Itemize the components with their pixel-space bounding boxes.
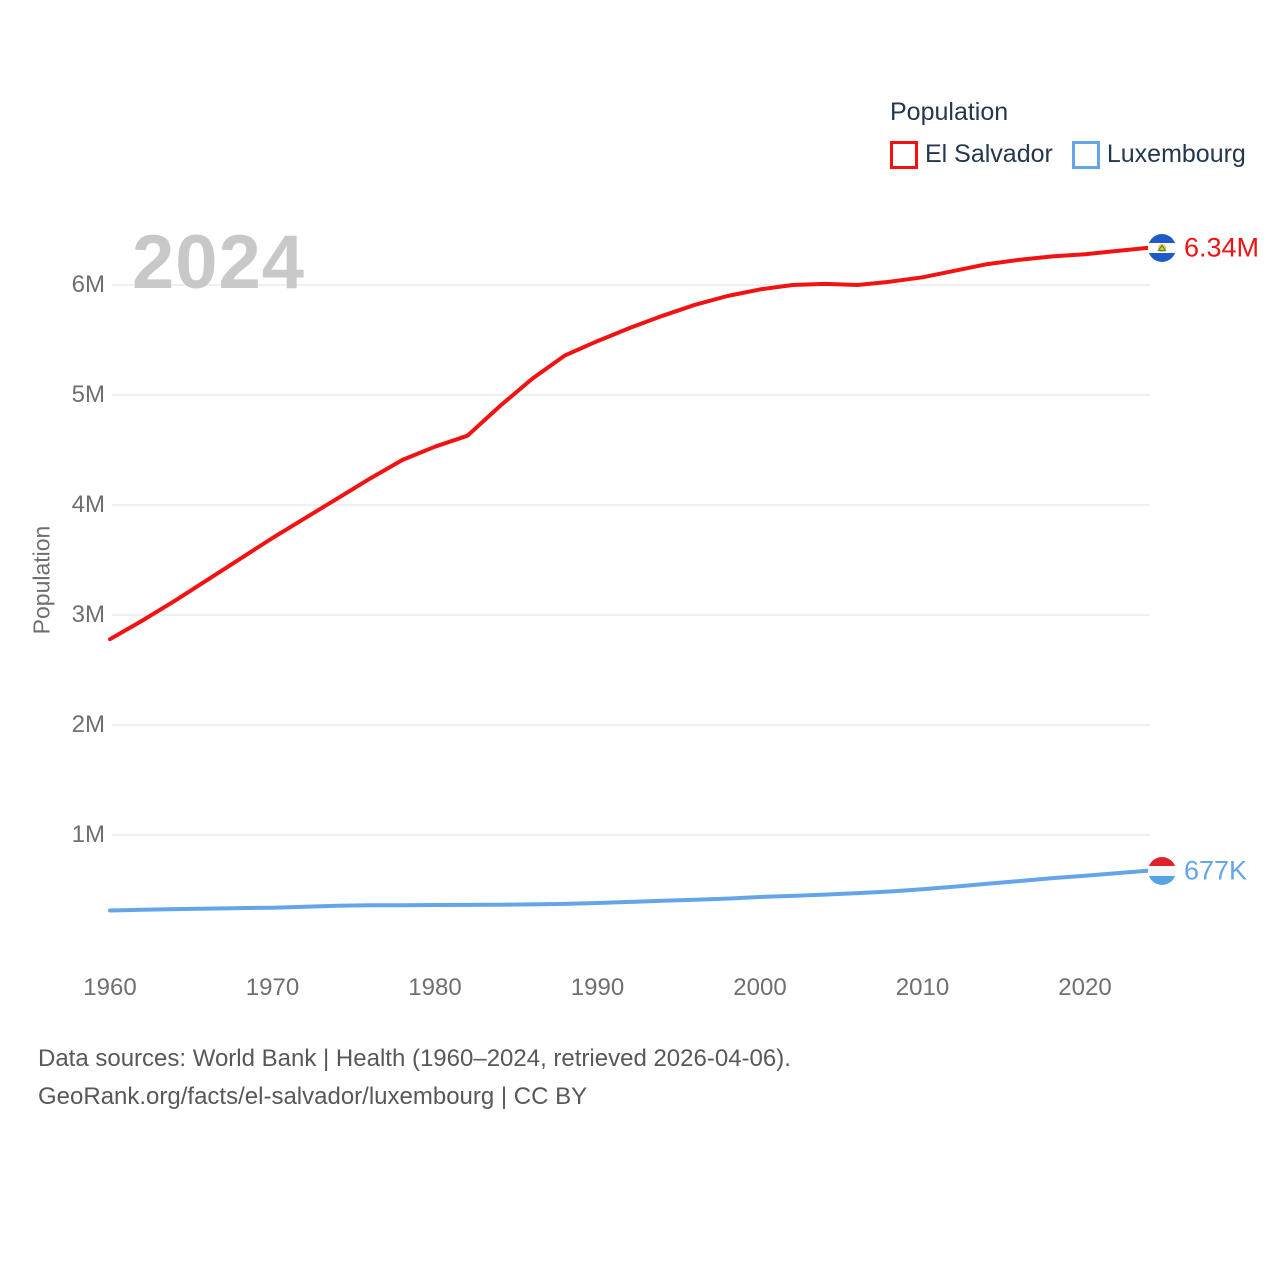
x-tick-label: 1990 [570, 974, 625, 1001]
legend-item-luxembourg[interactable]: Luxembourg [1071, 140, 1246, 169]
x-tick-label: 1970 [245, 974, 300, 1001]
luxembourg-swatch-icon [1071, 140, 1100, 169]
x-tick-label: 1980 [408, 974, 462, 1001]
y-tick-label: 2M [71, 711, 105, 738]
luxembourg-line[interactable] [108, 868, 1152, 913]
x-tick-label: 2000 [733, 974, 787, 1001]
footer-attribution: GeoRank.org/facts/el-salvador/luxembourg… [38, 1083, 588, 1110]
x-tick-label: 2010 [895, 974, 950, 1001]
legend-label: El Salvador [925, 140, 1053, 168]
y-tick-label: 4M [71, 491, 105, 518]
y-tick-label: 3M [71, 601, 105, 628]
x-tick-label: 2020 [1058, 974, 1112, 1001]
legend: Population El Salvador Luxembourg [890, 98, 1246, 169]
y-tick-label: 1M [71, 821, 105, 848]
el-salvador-line[interactable] [108, 245, 1152, 642]
footer-sources: Data sources: World Bank | Health (1960–… [38, 1045, 791, 1072]
el-salvador-value-label: 6.34M [1184, 232, 1260, 263]
legend-title: Population [890, 98, 1009, 126]
el-salvador-flag-icon [1148, 233, 1176, 262]
legend-label: Luxembourg [1106, 140, 1246, 168]
year-watermark: 2024 [132, 220, 306, 305]
luxembourg-flag-icon [1148, 856, 1176, 885]
y-tick-label: 5M [71, 381, 105, 408]
x-tick-label: 1960 [83, 974, 137, 1001]
luxembourg-value-label: 677K [1184, 855, 1248, 886]
y-tick-label: 6M [71, 271, 105, 298]
el-salvador-swatch-icon [890, 140, 918, 169]
legend-item-el-salvador[interactable]: El Salvador [890, 140, 1053, 169]
